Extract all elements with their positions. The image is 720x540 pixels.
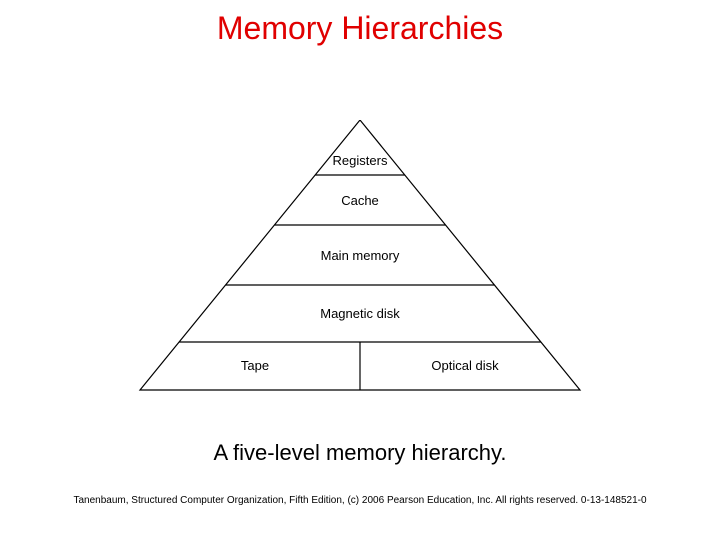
svg-text:Main memory: Main memory: [321, 248, 400, 263]
pyramid-diagram: Registers Cache Main memory Magnetic disk Ta…: [125, 120, 595, 420]
svg-text:Magnetic disk: Magnetic disk: [320, 306, 400, 321]
slide-footer: Tanenbaum, Structured Computer Organizat…: [0, 495, 720, 506]
svg-text:Cache: Cache: [341, 193, 379, 208]
svg-text:Optical disk: Optical disk: [431, 358, 499, 373]
svg-text:Registers: Registers: [333, 153, 388, 168]
pyramid-svg: Registers Cache Main memory Magnetic disk Ta…: [125, 120, 595, 420]
slide: Memory Hierarchies Registers Cache Main me…: [0, 0, 720, 540]
svg-text:Tape: Tape: [241, 358, 269, 373]
slide-caption: A five-level memory hierarchy.: [0, 440, 720, 466]
slide-title: Memory Hierarchies: [0, 10, 720, 47]
